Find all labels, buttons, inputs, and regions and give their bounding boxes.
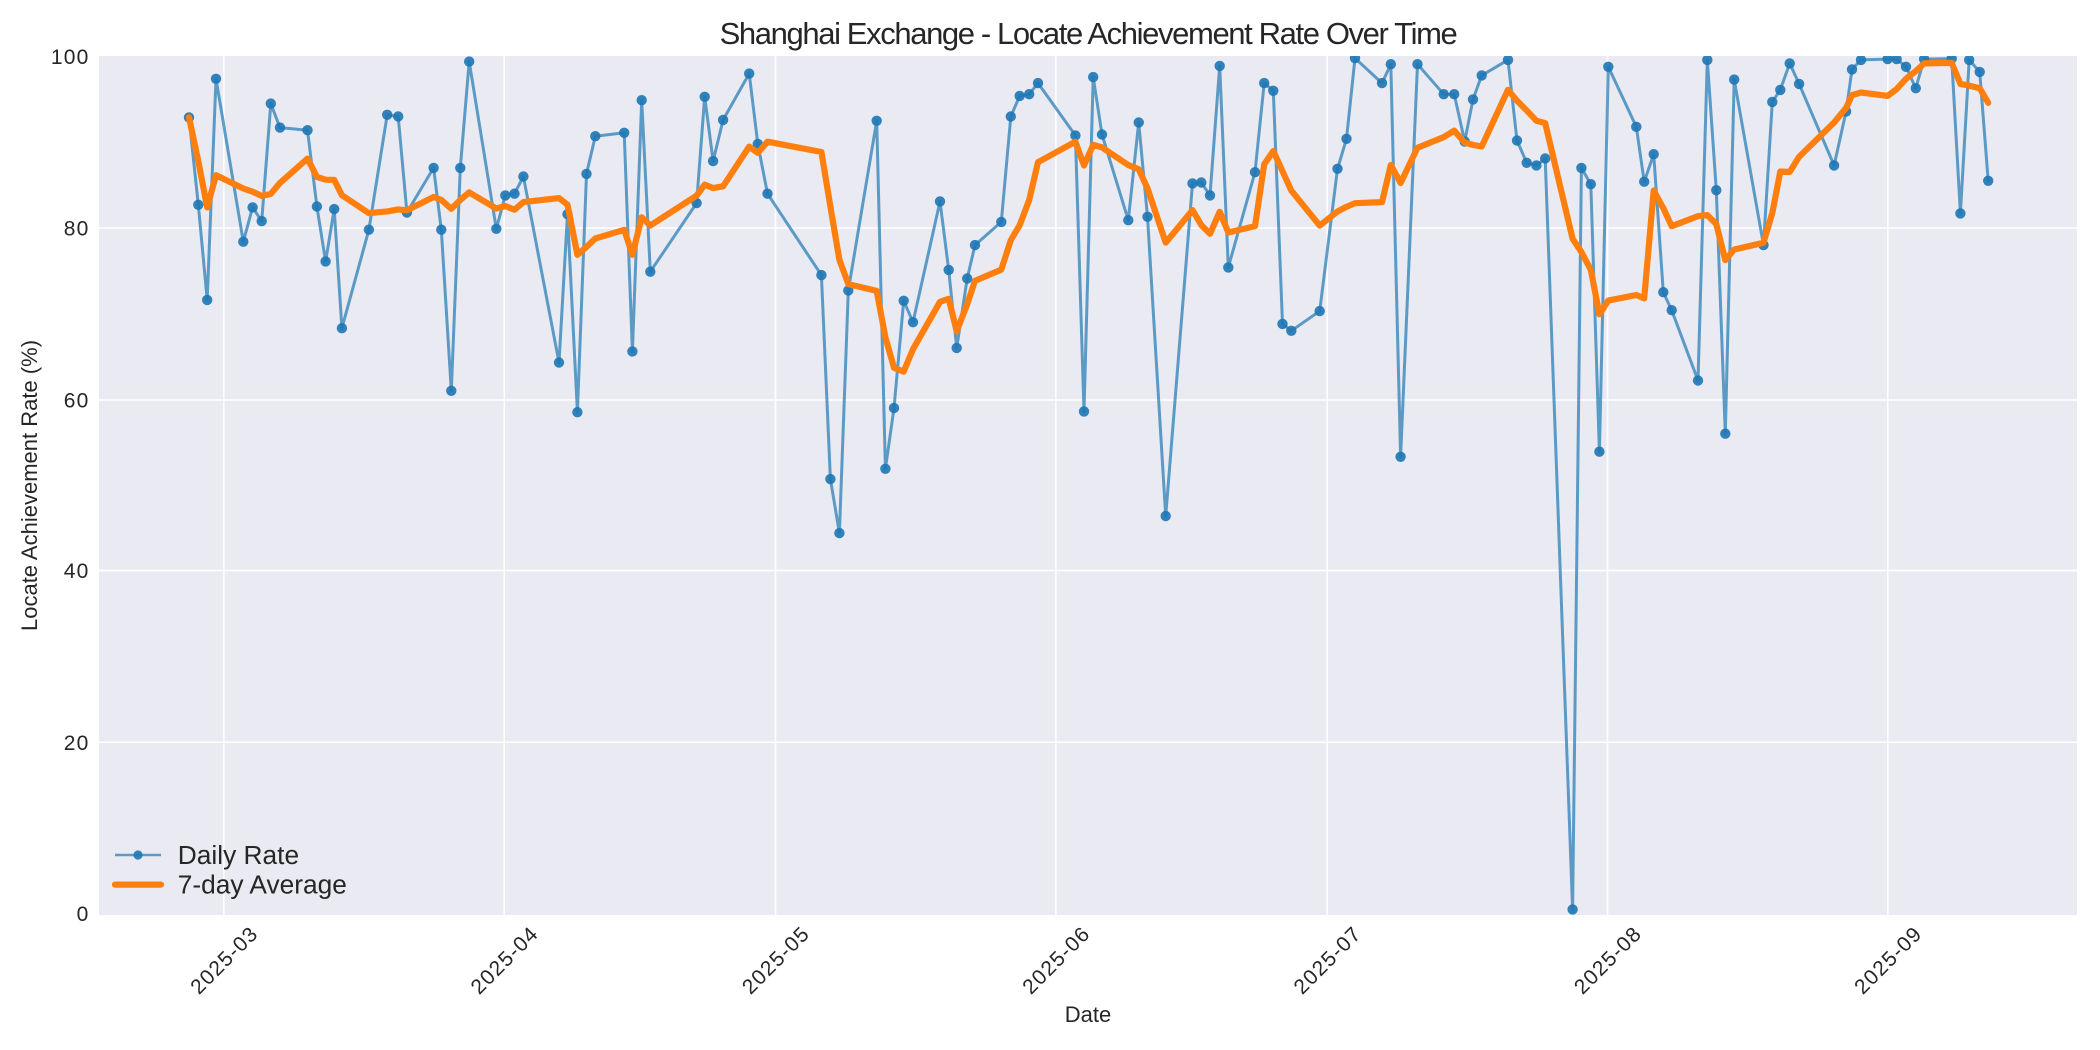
svg-text:0: 0 [77, 903, 90, 926]
svg-text:100: 100 [51, 46, 90, 69]
svg-text:Shanghai Exchange - Locate Ach: Shanghai Exchange - Locate Achievement R… [720, 16, 1457, 51]
svg-text:7-day Average: 7-day Average [178, 870, 347, 900]
svg-text:60: 60 [64, 390, 90, 413]
svg-text:Daily Rate: Daily Rate [178, 840, 299, 870]
svg-text:20: 20 [64, 732, 90, 755]
svg-text:40: 40 [64, 560, 90, 583]
svg-text:Date: Date [1065, 1002, 1111, 1027]
svg-text:80: 80 [64, 218, 90, 241]
svg-text:Locate Achievement Rate (%): Locate Achievement Rate (%) [17, 340, 42, 631]
